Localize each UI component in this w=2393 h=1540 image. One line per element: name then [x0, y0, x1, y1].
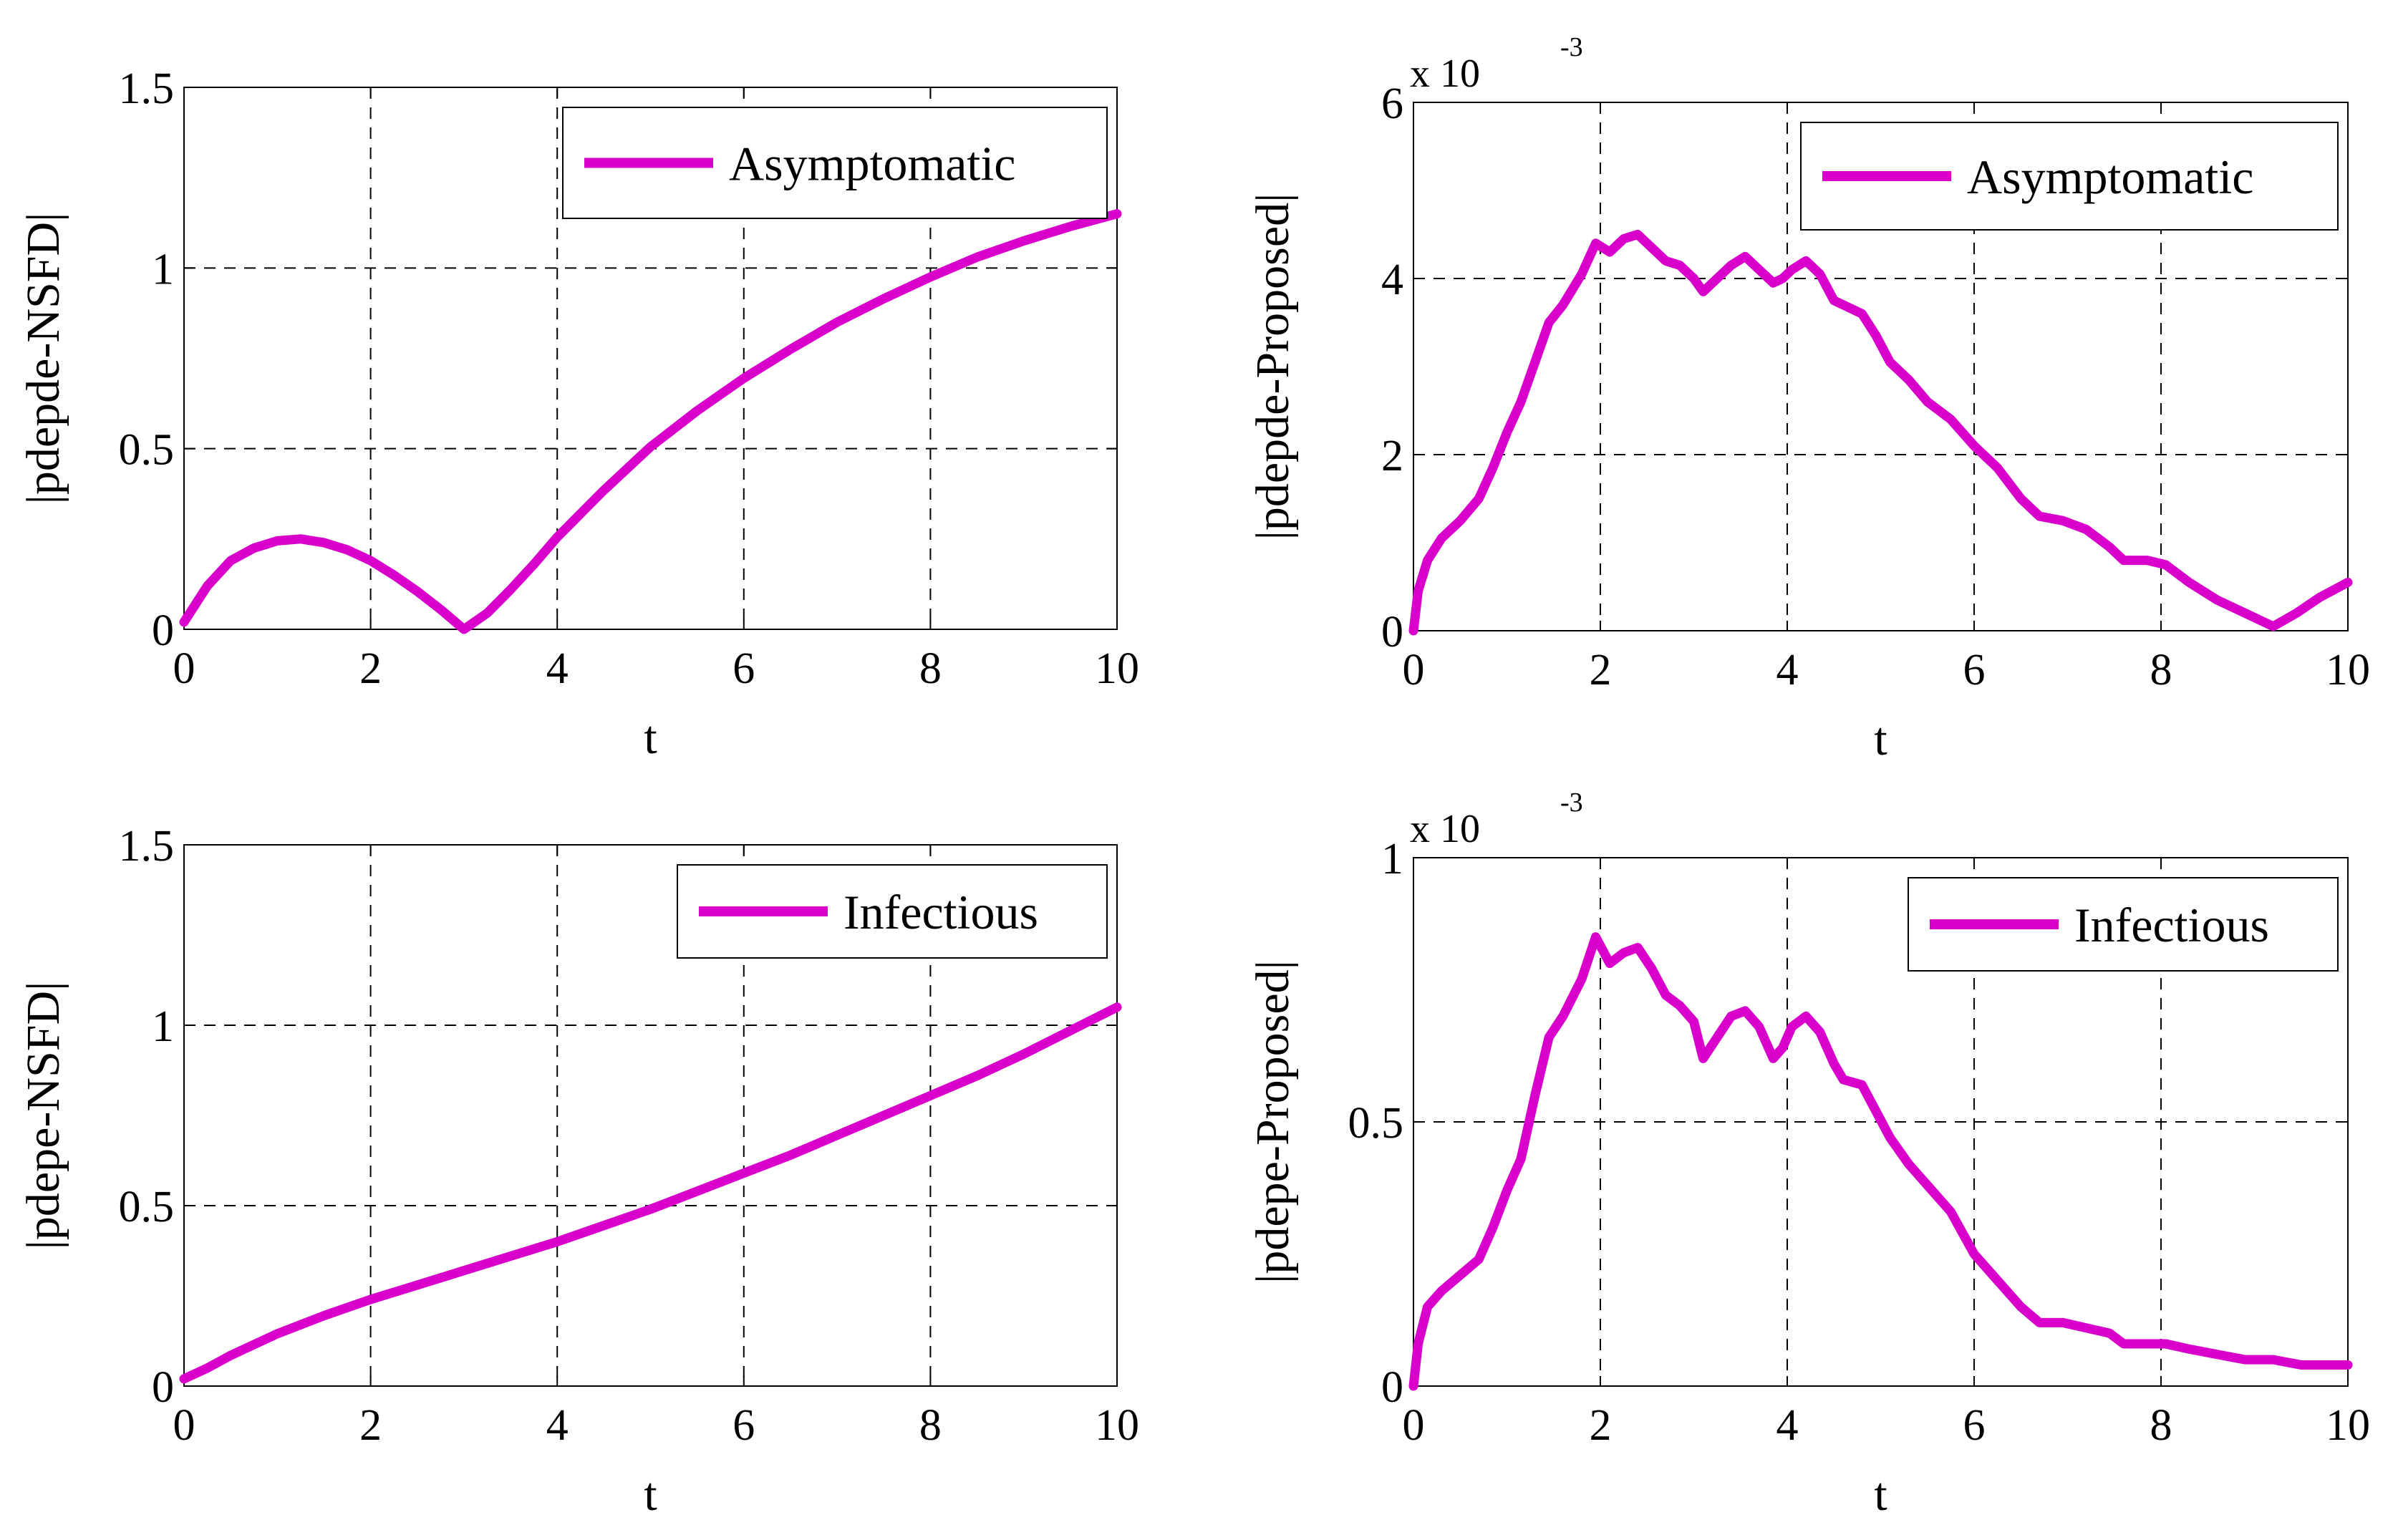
x-tick-label: 8 [2150, 1401, 2172, 1450]
axis-scale-exponent: -3 [1560, 32, 1583, 62]
y-tick-label: 1 [152, 1002, 174, 1051]
series-line-infectious [179, 1002, 1122, 1384]
x-tick-label: 10 [2326, 646, 2370, 694]
axes-frame [1413, 102, 2349, 631]
x-tick-label: 6 [1963, 646, 1986, 694]
x-tick-label: 4 [1776, 1401, 1799, 1450]
y-tick-label: 6 [1381, 79, 1403, 128]
chart-bottom-right: 0 2 4 6 8 10 0 0.5 1 t |pdepe-Proposed| x 10 -3 Infec… [1247, 788, 2370, 1521]
chart-bottom-left: 0 2 4 6 8 10 0 0.5 1 1.5 t |pdepe-NSFD| Infectious [17, 822, 1139, 1521]
x-axis-label: t [1874, 1468, 1887, 1521]
axis-scale-label: x 10 [1410, 807, 1480, 851]
legend: Asymptomatic [562, 107, 1108, 219]
y-tick-label: 0 [152, 1363, 174, 1412]
x-tick-label: 8 [919, 644, 942, 693]
y-tick-label: 0.5 [119, 1183, 175, 1231]
x-tick-label: 4 [546, 644, 569, 693]
series-line-asymptomatic [1408, 230, 2353, 636]
y-tick-label: 1 [1381, 835, 1403, 883]
axes-frame [1413, 857, 2349, 1387]
y-tick-label: 4 [1381, 256, 1403, 304]
x-tick-label: 0 [1403, 1401, 1425, 1450]
y-tick-label: 1.5 [119, 822, 175, 871]
y-axis-label: |pdepde-Proposed| [1247, 193, 1299, 541]
x-axis-label: t [1874, 713, 1887, 765]
x-tick-label: 6 [1963, 1401, 1986, 1450]
x-tick-label: 6 [733, 644, 755, 693]
x-tick-label: 0 [173, 644, 195, 693]
axis-scale-exponent: -3 [1560, 788, 1583, 818]
legend: Infectious [1908, 877, 2339, 972]
legend-label: Asymptomatic [729, 137, 1015, 191]
chart-top-right: 0 2 4 6 8 10 0 2 4 6 t |pdepde-Proposed| x 10 -3 Asymp… [1247, 32, 2370, 765]
x-tick-label: 10 [1095, 1401, 1139, 1450]
x-tick-label: 6 [733, 1401, 755, 1450]
axes-frame [183, 844, 1118, 1387]
x-tick-label: 4 [546, 1401, 569, 1450]
y-tick-label: 0.5 [119, 426, 175, 475]
y-tick-label: 0 [152, 606, 174, 655]
legend-box [677, 864, 1108, 959]
legend: Asymptomatic [1800, 122, 2339, 231]
legend-label: Asymptomatic [1967, 150, 2253, 204]
legend: Infectious [677, 864, 1108, 959]
x-tick-label: 10 [1095, 644, 1139, 693]
y-tick-label: 1 [152, 245, 174, 294]
x-tick-label: 2 [359, 1401, 382, 1450]
axes-frame [183, 87, 1118, 630]
y-axis-label: |pdepde-NSFD| [17, 213, 69, 505]
y-tick-label: 0.5 [1348, 1099, 1404, 1148]
x-tick-label: 2 [1590, 1401, 1612, 1450]
y-tick-label: 0 [1381, 608, 1403, 657]
y-axis-label: |pdepe-NSFD| [17, 982, 69, 1250]
series-line-asymptomatic [179, 209, 1122, 634]
chart-top-left: 0 2 4 6 8 10 0 0.5 1 1.5 t |pdepde-NSFD| Asymptomati… [17, 64, 1139, 764]
legend-label: Infectious [843, 885, 1038, 939]
y-tick-label: 0 [1381, 1363, 1403, 1412]
x-tick-label: 0 [173, 1401, 195, 1450]
y-tick-label: 1.5 [119, 64, 175, 113]
x-tick-label: 2 [1590, 646, 1612, 694]
legend-label: Infectious [2074, 898, 2269, 952]
series-line-infectious [1408, 932, 2353, 1391]
x-tick-label: 8 [919, 1401, 942, 1450]
x-tick-label: 2 [359, 644, 382, 693]
x-tick-label: 10 [2326, 1401, 2370, 1450]
y-axis-label: |pdepe-Proposed| [1247, 960, 1299, 1284]
x-tick-label: 0 [1403, 646, 1425, 694]
x-tick-label: 4 [1776, 646, 1799, 694]
x-tick-label: 8 [2150, 646, 2172, 694]
y-tick-label: 2 [1381, 432, 1403, 480]
x-axis-label: t [644, 1468, 657, 1521]
axis-scale-label: x 10 [1410, 52, 1480, 96]
x-axis-label: t [644, 712, 657, 764]
